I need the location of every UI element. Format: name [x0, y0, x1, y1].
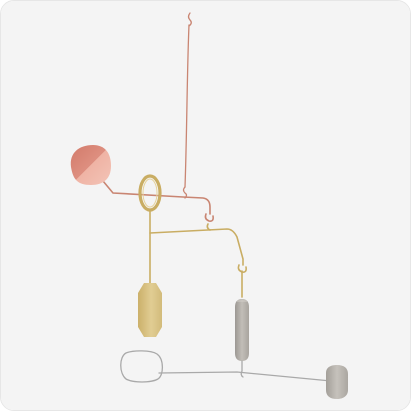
gray-weight	[326, 365, 348, 399]
brass-arm	[149, 209, 247, 298]
steel-capsule	[235, 299, 249, 361]
gray-arm	[120, 350, 332, 383]
brass-plate	[138, 283, 162, 337]
hanging-wire	[182, 12, 192, 199]
pink-disc	[70, 145, 111, 185]
copper-arm	[102, 180, 214, 222]
